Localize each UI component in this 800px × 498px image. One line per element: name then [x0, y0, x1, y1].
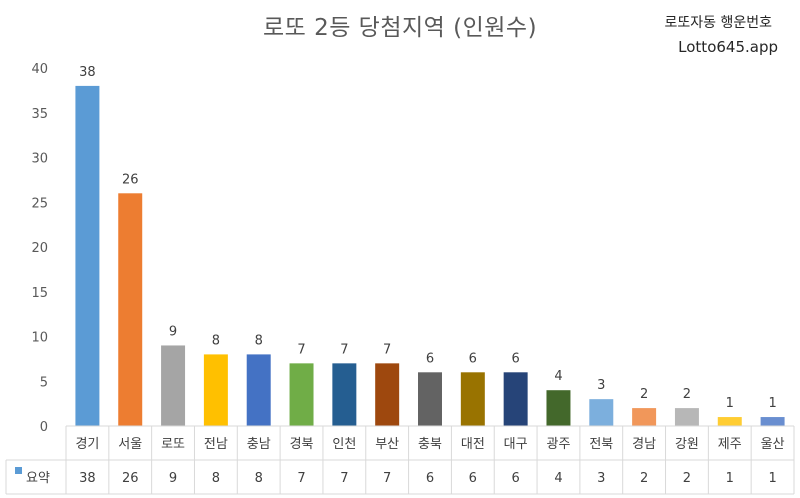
- legend-label: 요약: [26, 471, 50, 486]
- data-label: 1: [726, 396, 734, 411]
- y-tick-label: 10: [31, 331, 48, 346]
- table-value: 7: [383, 471, 391, 486]
- bar: [589, 399, 614, 426]
- y-tick-label: 30: [31, 152, 48, 167]
- table-value: 6: [512, 471, 520, 486]
- bar: [203, 354, 228, 426]
- data-label: 2: [683, 387, 691, 402]
- data-label: 9: [169, 324, 177, 339]
- category-label: 경기: [75, 437, 99, 452]
- y-tick-label: 15: [31, 286, 48, 301]
- y-tick-label: 5: [40, 375, 48, 390]
- table-value: 7: [340, 471, 348, 486]
- data-label: 7: [297, 342, 305, 357]
- bar: [418, 372, 442, 426]
- table-value: 2: [683, 471, 691, 486]
- bar: [546, 390, 571, 426]
- bar: [717, 417, 742, 426]
- bar: [375, 363, 400, 426]
- category-label: 전북: [589, 437, 613, 452]
- bar: [75, 85, 100, 427]
- category-label: 울산: [761, 437, 785, 452]
- data-label: 6: [426, 351, 434, 366]
- data-label: 7: [340, 342, 348, 357]
- table-value: 1: [768, 471, 776, 486]
- table-value: 38: [79, 471, 96, 486]
- table-value: 1: [726, 471, 734, 486]
- legend-swatch: [15, 467, 22, 474]
- table-value: 9: [169, 471, 177, 486]
- data-label: 7: [383, 342, 391, 357]
- category-label: 경남: [632, 437, 656, 452]
- y-tick-label: 20: [31, 241, 48, 256]
- y-tick-label: 35: [31, 107, 48, 122]
- category-label: 충남: [247, 437, 271, 452]
- y-tick-label: 0: [40, 420, 48, 435]
- y-tick-label: 40: [31, 62, 48, 77]
- category-label: 인천: [332, 437, 356, 452]
- category-label: 서울: [118, 437, 142, 452]
- category-label: 로또: [161, 437, 185, 452]
- category-label: 경북: [290, 437, 314, 452]
- data-label: 26: [122, 172, 139, 187]
- table-value: 2: [640, 471, 648, 486]
- data-label: 6: [469, 351, 477, 366]
- data-label: 2: [640, 387, 648, 402]
- data-label: 8: [212, 333, 220, 348]
- table-value: 4: [554, 471, 562, 486]
- y-tick-label: 25: [31, 196, 48, 211]
- data-label: 38: [79, 65, 96, 80]
- category-label: 대전: [461, 437, 485, 452]
- bar: [118, 193, 143, 426]
- data-label: 3: [597, 378, 605, 393]
- bar: [674, 408, 699, 426]
- data-label: 4: [554, 369, 562, 384]
- table-value: 7: [297, 471, 305, 486]
- category-label: 제주: [718, 437, 742, 452]
- chart-title: 로또 2등 당첨지역 (인원수): [262, 15, 538, 41]
- table-value: 6: [426, 471, 434, 486]
- bar: [503, 372, 528, 426]
- table-value: 8: [212, 471, 220, 486]
- category-label: 충북: [418, 437, 442, 452]
- table-value: 6: [469, 471, 477, 486]
- bar: [332, 363, 357, 426]
- bar: [460, 372, 485, 426]
- brand-url[interactable]: Lotto645.app: [678, 38, 778, 56]
- bar: [161, 345, 186, 426]
- bar: [246, 354, 271, 426]
- table-value: 3: [597, 471, 605, 486]
- category-label: 부산: [375, 437, 399, 452]
- category-label: 대구: [504, 437, 528, 452]
- category-label: 강원: [675, 437, 699, 452]
- category-label: 광주: [547, 437, 571, 452]
- data-label: 6: [512, 351, 520, 366]
- data-label: 1: [768, 396, 776, 411]
- category-label: 전남: [204, 437, 228, 452]
- bar: [632, 408, 657, 426]
- bar: [760, 417, 785, 426]
- table-value: 26: [122, 471, 139, 486]
- bar: [289, 363, 314, 426]
- data-label: 8: [255, 333, 263, 348]
- brand-name: 로또자동 행운번호: [664, 15, 773, 31]
- table-value: 8: [255, 471, 263, 486]
